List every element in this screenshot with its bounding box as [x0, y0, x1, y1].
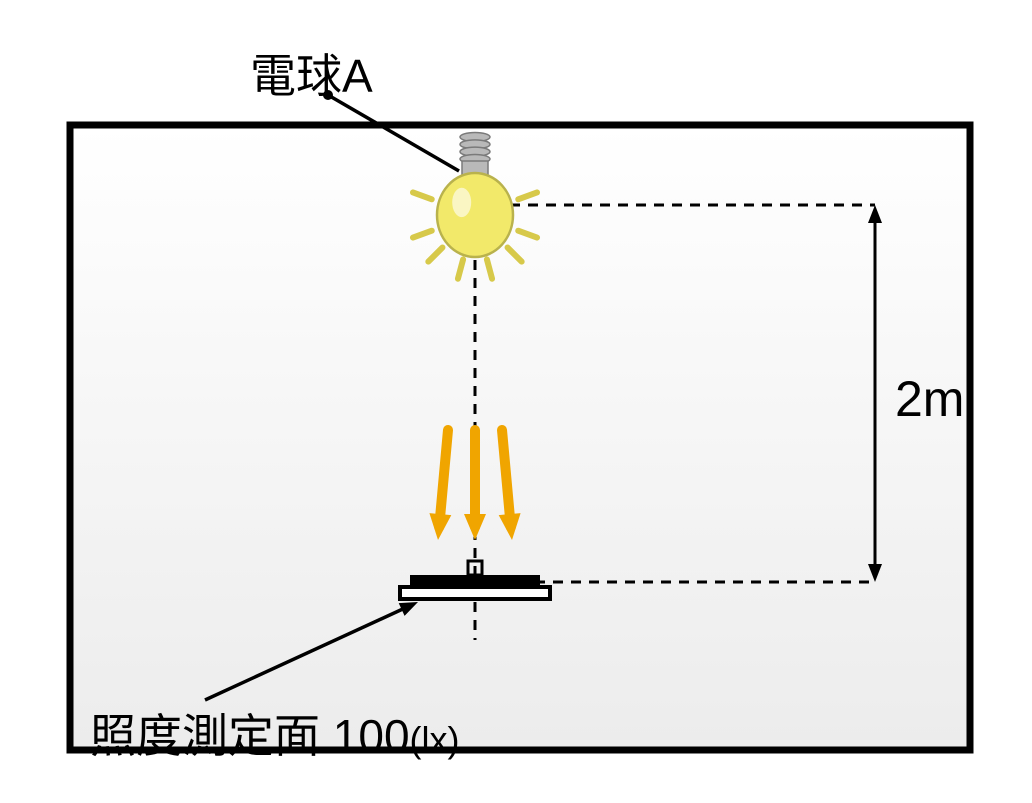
sensor-label-unit: (lx)	[410, 719, 460, 760]
diagram-svg	[0, 0, 1032, 803]
sensor-label-prefix: 照度測定面	[90, 710, 333, 762]
distance-label: 2m	[895, 370, 964, 428]
sensor-label-value: 100	[333, 710, 410, 762]
sensor-label: 照度測定面 100(lx)	[90, 700, 460, 766]
outer-box	[70, 125, 970, 750]
bulb-label: 電球A	[250, 40, 373, 106]
light-arrows-icon	[429, 430, 520, 540]
diagram-stage: 電球A 2m 照度測定面 100(lx)	[0, 0, 1032, 803]
